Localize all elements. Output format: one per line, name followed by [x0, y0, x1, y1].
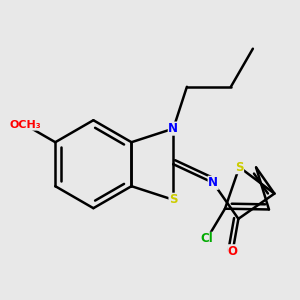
Text: O: O [228, 245, 238, 258]
Text: OCH₃: OCH₃ [10, 120, 41, 130]
Text: S: S [169, 193, 178, 206]
Text: N: N [208, 176, 218, 189]
Text: S: S [235, 160, 244, 174]
Text: Cl: Cl [200, 232, 213, 245]
Text: N: N [168, 122, 178, 135]
